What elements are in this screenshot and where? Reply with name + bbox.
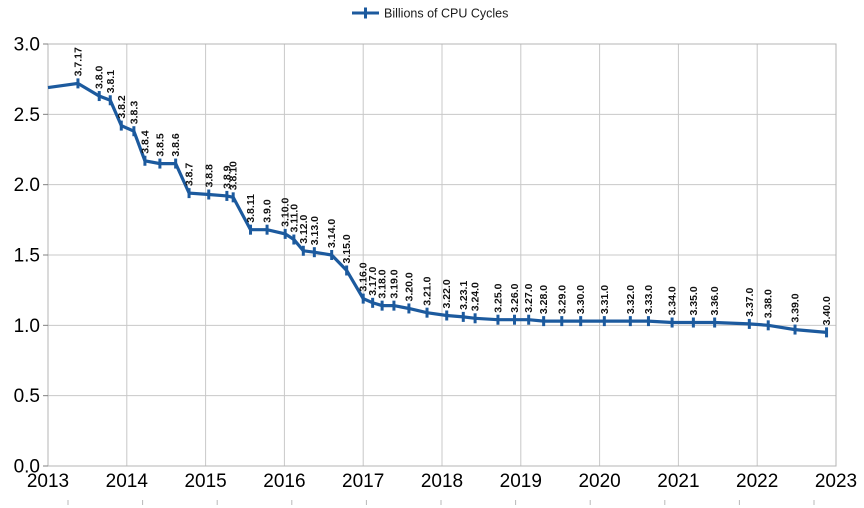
data-point-label: 3.18.0 — [377, 269, 389, 298]
data-point-label: 3.12.0 — [298, 214, 310, 243]
y-axis-tick-label: 3.0 — [14, 35, 40, 56]
y-axis-tick-label: 0.5 — [14, 386, 40, 407]
x-axis-tick-label: 2022 — [736, 471, 778, 492]
data-point-label: 3.9.0 — [262, 199, 274, 223]
series-line — [47, 81, 827, 334]
data-point-label: 3.35.0 — [688, 286, 700, 315]
data-point-label: 3.8.3 — [128, 101, 140, 125]
data-point-label: 3.8.7 — [184, 163, 196, 187]
data-point-label: 3.8.11 — [245, 194, 257, 223]
data-point-label: 3.27.0 — [523, 283, 535, 312]
chart-legend: Billions of CPU Cycles — [352, 7, 508, 21]
data-point-label: 3.8.1 — [105, 70, 117, 94]
data-point-label: 3.40.0 — [821, 296, 833, 325]
data-point-label: 3.8.10 — [228, 161, 240, 190]
x-axis-tick-label: 2020 — [578, 471, 620, 492]
data-point-label: 3.8.2 — [116, 95, 128, 119]
x-axis-tick-label: 2017 — [342, 471, 384, 492]
data-point-label: 3.17.0 — [367, 266, 379, 295]
data-point-label: 3.23.1 — [458, 281, 470, 310]
data-point-label: 3.34.0 — [667, 286, 679, 315]
data-point-label: 3.13.0 — [309, 216, 321, 245]
data-point-label: 3.8.5 — [154, 133, 166, 157]
data-point-label: 3.8.6 — [170, 133, 182, 157]
x-axis-tick-label: 2023 — [815, 471, 857, 492]
data-point-label: 3.38.0 — [763, 289, 775, 318]
data-point-label: 3.36.0 — [709, 286, 721, 315]
data-point-label: 3.11.0 — [288, 204, 300, 233]
data-point-label: 3.8.4 — [139, 130, 151, 154]
data-point-label: 3.22.0 — [441, 279, 453, 308]
data-point-label: 3.19.0 — [388, 269, 400, 298]
legend-label: Billions of CPU Cycles — [384, 7, 508, 21]
data-point-label: 3.24.0 — [470, 282, 482, 311]
data-point-label: 3.8.0 — [94, 65, 106, 89]
data-point-label: 3.28.0 — [538, 285, 550, 314]
data-point-label: 3.10.0 — [280, 198, 292, 227]
y-axis-tick-label: 2.0 — [14, 175, 40, 196]
data-point-label: 3.14.0 — [326, 219, 338, 248]
data-point-label: 3.32.0 — [625, 285, 637, 314]
data-point-label: 3.21.0 — [422, 276, 434, 305]
data-point-label: 3.37.0 — [744, 288, 756, 317]
x-axis-tick-label: 2016 — [263, 471, 305, 492]
x-axis-tick-label: 2014 — [106, 471, 149, 492]
data-point-label: 3.15.0 — [341, 234, 353, 263]
data-point-label: 3.8.8 — [203, 164, 215, 188]
x-axis-tick-label: 2019 — [500, 471, 542, 492]
x-axis-tick-label: 2013 — [27, 471, 69, 492]
data-point-label: 3.26.0 — [509, 283, 521, 312]
y-axis-tick-label: 1.0 — [14, 316, 40, 337]
data-point-label: 3.33.0 — [643, 285, 655, 314]
data-point-label: 3.30.0 — [575, 285, 587, 314]
data-point-label: 3.7.17 — [72, 47, 84, 76]
x-axis-tick-label: 2015 — [184, 471, 226, 492]
x-axis-tick-label: 2018 — [421, 471, 463, 492]
y-axis-tick-label: 1.5 — [14, 246, 40, 267]
data-point-label: 3.25.0 — [492, 283, 504, 312]
y-axis-tick-label: 2.5 — [14, 105, 40, 126]
y-axis-tick-label: 0.0 — [14, 457, 40, 478]
data-point-label: 3.39.0 — [790, 293, 802, 322]
data-point-label: 3.29.0 — [556, 285, 568, 314]
data-point-label: 3.8.9 — [221, 165, 233, 189]
data-point-label: 3.31.0 — [599, 285, 611, 314]
x-axis-tick-label: 2021 — [657, 471, 699, 492]
data-point-label: 3.20.0 — [403, 272, 415, 301]
data-point-label: 3.16.0 — [358, 262, 370, 291]
